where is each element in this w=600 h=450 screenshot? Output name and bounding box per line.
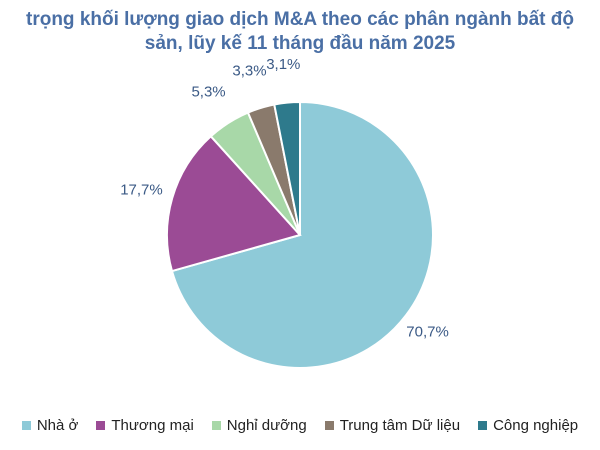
legend-swatch-trung-tam-du-lieu: [324, 421, 334, 430]
legend-swatch-thuong-mai: [96, 421, 106, 430]
legend-swatch-cong-nghiep: [478, 421, 488, 430]
legend-item-thuong-mai: Thương mại: [96, 417, 194, 434]
legend-item-trung-tam-du-lieu: Trung tâm Dữ liệu: [324, 417, 461, 434]
legend-label-thuong-mai: Thương mại: [111, 417, 194, 434]
pie-slice-nha-o: [170, 100, 434, 369]
data-label-trung-tam-du-lieu: 3,3%: [232, 63, 266, 80]
chart-legend: Nhà ở Thương mại Nghỉ dưỡng Trung tâm Dữ…: [0, 417, 600, 434]
legend-label-cong-nghiep: Công nghiệp: [493, 417, 579, 434]
legend-item-nha-o: Nhà ở: [21, 417, 79, 434]
pie-slice-cong-nghiep: [273, 100, 301, 236]
chart-title: trọng khối lượng giao dịch M&A theo các …: [0, 8, 600, 56]
legend-swatch-nha-o: [21, 421, 31, 430]
legend-label-trung-tam-du-lieu: Trung tâm Dữ liệu: [339, 417, 461, 434]
legend-item-cong-nghiep: Công nghiệp: [478, 417, 578, 434]
chart-title-line-1: trọng khối lượng giao dịch M&A theo các …: [26, 9, 574, 30]
data-label-nha-o: 70,7%: [406, 324, 449, 341]
data-label-nghi-duong: 5,3%: [191, 84, 225, 101]
pie-slice-thuong-mai: [166, 134, 302, 273]
legend-swatch-nghi-duong: [211, 421, 221, 430]
chart-title-line-2: sản, lũy kế 11 tháng đầu năm 2025: [144, 33, 456, 54]
legend-label-nha-o: Nhà ở: [36, 417, 79, 434]
data-label-cong-nghiep: 3,1%: [266, 56, 300, 73]
legend-item-nghi-duong: Nghỉ dưỡng: [211, 417, 307, 434]
data-label-thuong-mai: 17,7%: [120, 181, 163, 198]
legend-label-nghi-duong: Nghỉ dưỡng: [226, 417, 307, 434]
